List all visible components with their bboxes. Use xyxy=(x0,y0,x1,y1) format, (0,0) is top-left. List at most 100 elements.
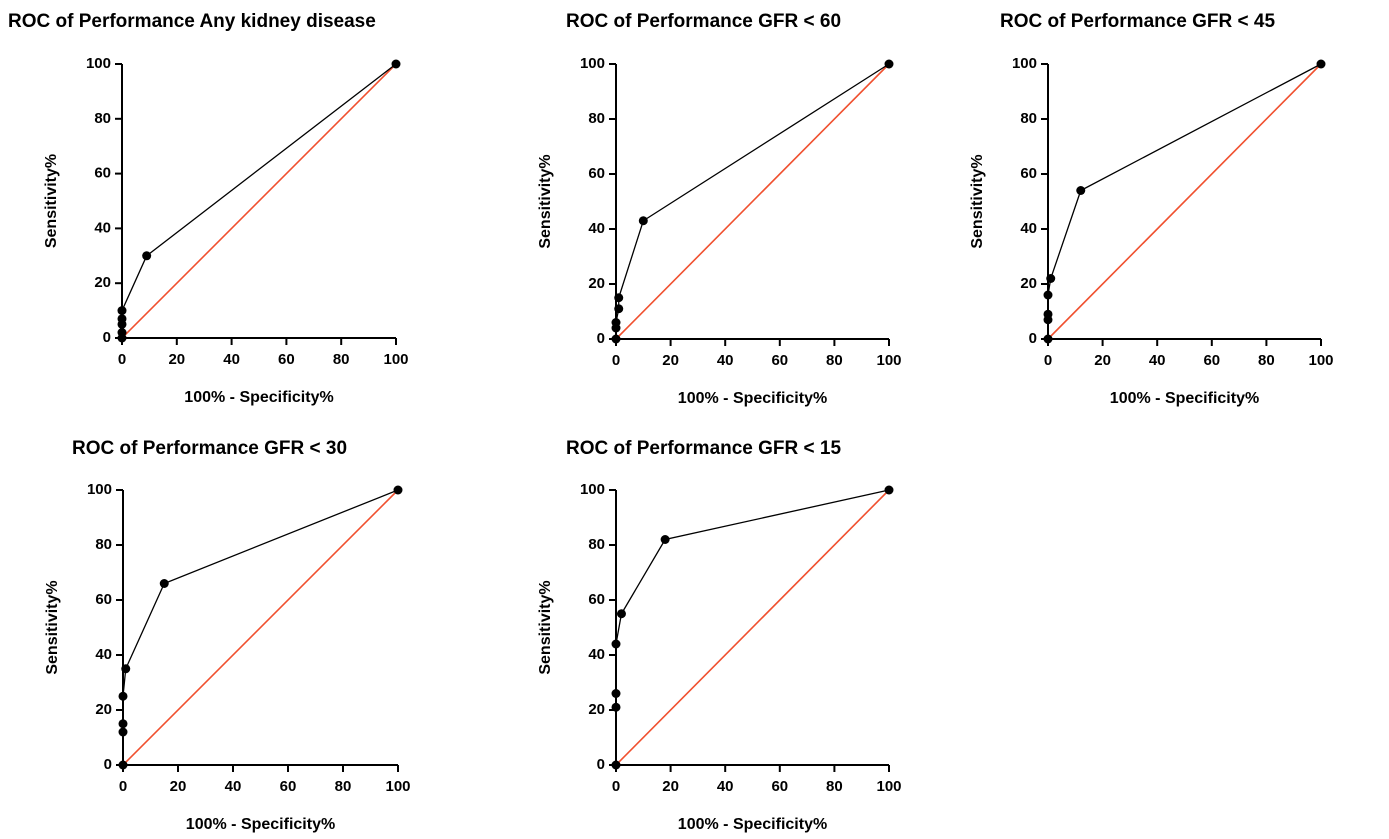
x-axis-label: 100% - Specificity% xyxy=(184,389,333,406)
y-tick-label: 0 xyxy=(103,329,111,346)
x-tick-label: 80 xyxy=(826,778,843,795)
roc-point xyxy=(118,719,128,729)
roc-point xyxy=(118,760,128,770)
roc-point xyxy=(884,485,894,495)
y-tick-label: 80 xyxy=(588,536,605,553)
roc-point xyxy=(884,59,894,69)
x-tick-label: 40 xyxy=(223,351,240,368)
x-tick-label: 20 xyxy=(1094,352,1111,369)
chart-title: ROC of Performance GFR < 30 xyxy=(72,438,347,459)
y-tick-label: 40 xyxy=(94,219,111,236)
x-tick-label: 100 xyxy=(383,351,408,368)
x-tick-label: 80 xyxy=(335,778,352,795)
roc-point xyxy=(611,639,621,649)
x-tick-label: 60 xyxy=(280,778,297,795)
roc-point xyxy=(614,304,624,314)
roc-point xyxy=(1043,309,1053,319)
x-axis-label: 100% - Specificity% xyxy=(678,390,827,407)
y-tick-label: 60 xyxy=(94,165,111,182)
y-tick-label: 100 xyxy=(86,55,111,72)
y-tick-label: 40 xyxy=(588,646,605,663)
x-tick-label: 60 xyxy=(278,351,295,368)
x-tick-label: 80 xyxy=(826,352,843,369)
y-tick-label: 100 xyxy=(1012,55,1037,72)
x-tick-label: 100 xyxy=(876,352,901,369)
x-axis-label: 100% - Specificity% xyxy=(678,816,827,833)
x-tick-label: 40 xyxy=(1149,352,1166,369)
y-tick-label: 0 xyxy=(104,756,112,773)
x-tick-label: 40 xyxy=(717,352,734,369)
y-axis-label: Sensitivity% xyxy=(537,580,554,674)
roc-point xyxy=(611,689,621,698)
y-axis-label: Sensitivity% xyxy=(969,154,986,248)
roc-point xyxy=(117,314,127,324)
roc-point xyxy=(614,293,624,303)
y-tick-label: 80 xyxy=(588,110,605,127)
x-tick-label: 60 xyxy=(1203,352,1220,369)
x-tick-label: 20 xyxy=(662,352,679,369)
y-tick-label: 0 xyxy=(597,330,605,347)
roc-point xyxy=(611,760,621,770)
y-tick-label: 60 xyxy=(1020,165,1037,182)
reference-line xyxy=(122,489,399,766)
y-tick-label: 20 xyxy=(1020,275,1037,292)
y-tick-label: 40 xyxy=(588,220,605,237)
x-tick-label: 80 xyxy=(1258,352,1275,369)
roc-point xyxy=(1046,274,1056,283)
x-axis-label: 100% - Specificity% xyxy=(1110,390,1259,407)
x-axis-label: 100% - Specificity% xyxy=(186,816,335,833)
y-axis-label: Sensitivity% xyxy=(44,580,61,674)
y-tick-label: 60 xyxy=(588,591,605,608)
y-tick-label: 20 xyxy=(588,701,605,718)
roc-point xyxy=(118,727,128,737)
reference-line xyxy=(121,63,397,339)
roc-point xyxy=(1316,59,1326,69)
x-tick-label: 100 xyxy=(876,778,901,795)
roc-point xyxy=(611,702,621,712)
roc-point xyxy=(616,609,626,619)
chart-title: ROC of Performance GFR < 60 xyxy=(566,11,841,32)
x-tick-label: 40 xyxy=(225,778,242,795)
x-tick-label: 20 xyxy=(170,778,187,795)
chart-title: ROC of Performance GFR < 45 xyxy=(1000,11,1275,32)
roc-point xyxy=(1076,186,1086,195)
x-tick-label: 80 xyxy=(333,351,350,368)
y-axis-label: Sensitivity% xyxy=(537,154,554,248)
x-tick-label: 100 xyxy=(385,778,410,795)
y-tick-label: 80 xyxy=(94,110,111,127)
y-tick-label: 60 xyxy=(95,591,112,608)
reference-line xyxy=(615,63,890,340)
x-tick-label: 40 xyxy=(717,778,734,795)
reference-line xyxy=(615,489,890,766)
x-tick-label: 0 xyxy=(118,351,126,368)
x-tick-label: 0 xyxy=(612,352,620,369)
y-tick-label: 0 xyxy=(597,756,605,773)
x-tick-label: 20 xyxy=(168,351,185,368)
roc-point xyxy=(391,59,401,69)
y-tick-label: 100 xyxy=(580,55,605,72)
roc-point xyxy=(117,328,127,338)
x-tick-label: 0 xyxy=(119,778,127,795)
x-tick-label: 20 xyxy=(662,778,679,795)
x-tick-label: 60 xyxy=(771,352,788,369)
y-axis-label: Sensitivity% xyxy=(43,154,60,248)
y-tick-label: 0 xyxy=(1029,330,1037,347)
y-tick-label: 100 xyxy=(580,481,605,498)
reference-line xyxy=(1047,63,1322,340)
roc-point xyxy=(638,216,648,226)
x-tick-label: 100 xyxy=(1308,352,1333,369)
roc-point xyxy=(1043,334,1053,344)
y-tick-label: 40 xyxy=(1020,220,1037,237)
roc-point xyxy=(660,535,670,544)
y-tick-label: 80 xyxy=(1020,110,1037,127)
y-tick-label: 60 xyxy=(588,165,605,182)
y-tick-label: 100 xyxy=(87,481,112,498)
y-tick-label: 20 xyxy=(588,275,605,292)
chart-title: ROC of Performance GFR < 15 xyxy=(566,438,841,459)
x-tick-label: 0 xyxy=(1044,352,1052,369)
roc-point xyxy=(121,664,131,674)
roc-point xyxy=(611,334,621,344)
roc-point xyxy=(393,485,403,495)
chart-title: ROC of Performance Any kidney disease xyxy=(8,11,376,32)
roc-point xyxy=(1043,290,1053,300)
